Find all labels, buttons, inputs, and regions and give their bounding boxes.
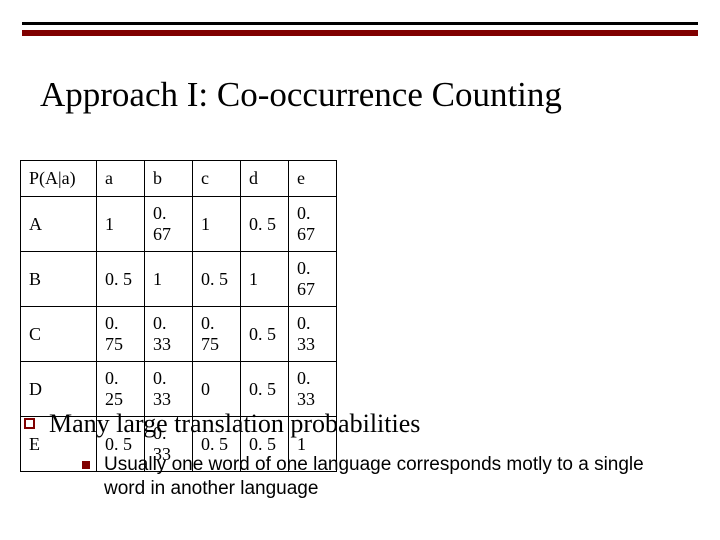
bullet-text: Many large translation probabilities [49,408,420,441]
table-cell: 0. 67 [145,197,193,252]
table-cell: 0. 75 [193,307,241,362]
table-cell: C [21,307,97,362]
table-cell: B [21,252,97,307]
bullet-filled-icon [82,461,90,469]
table-row: C 0. 75 0. 33 0. 75 0. 5 0. 33 [21,307,337,362]
table-row: P(A|a) a b c d e [21,161,337,197]
bullet-list: Many large translation probabilities Usu… [24,408,696,502]
table-header-cell: e [289,161,337,197]
table-cell: 0. 33 [289,307,337,362]
sub-bullet-text: Usually one word of one language corresp… [104,453,664,502]
table-header-cell: d [241,161,289,197]
horizontal-rule-thin [22,22,698,25]
horizontal-rule-accent [22,30,698,36]
table-row: B 0. 5 1 0. 5 1 0. 67 [21,252,337,307]
table-cell: 1 [241,252,289,307]
table-cell: 1 [97,197,145,252]
table-cell: 0. 5 [241,307,289,362]
table-row: A 1 0. 67 1 0. 5 0. 67 [21,197,337,252]
table-cell: 0. 67 [289,197,337,252]
table-header-cell: c [193,161,241,197]
table-cell: 0. 5 [241,197,289,252]
table-header-cell: b [145,161,193,197]
list-item: Many large translation probabilities [24,408,696,441]
table-cell: 0. 33 [145,307,193,362]
table-cell: 0. 67 [289,252,337,307]
table-cell: 0. 75 [97,307,145,362]
bullet-hollow-icon [24,418,35,429]
table-cell: 0. 5 [97,252,145,307]
list-sub-item: Usually one word of one language corresp… [82,453,696,502]
table-cell: 1 [193,197,241,252]
table-cell: 1 [145,252,193,307]
table-cell: 0. 5 [193,252,241,307]
table-header-cell: a [97,161,145,197]
table-cell: A [21,197,97,252]
table-header-cell: P(A|a) [21,161,97,197]
page-title: Approach I: Co-occurrence Counting [40,75,562,115]
